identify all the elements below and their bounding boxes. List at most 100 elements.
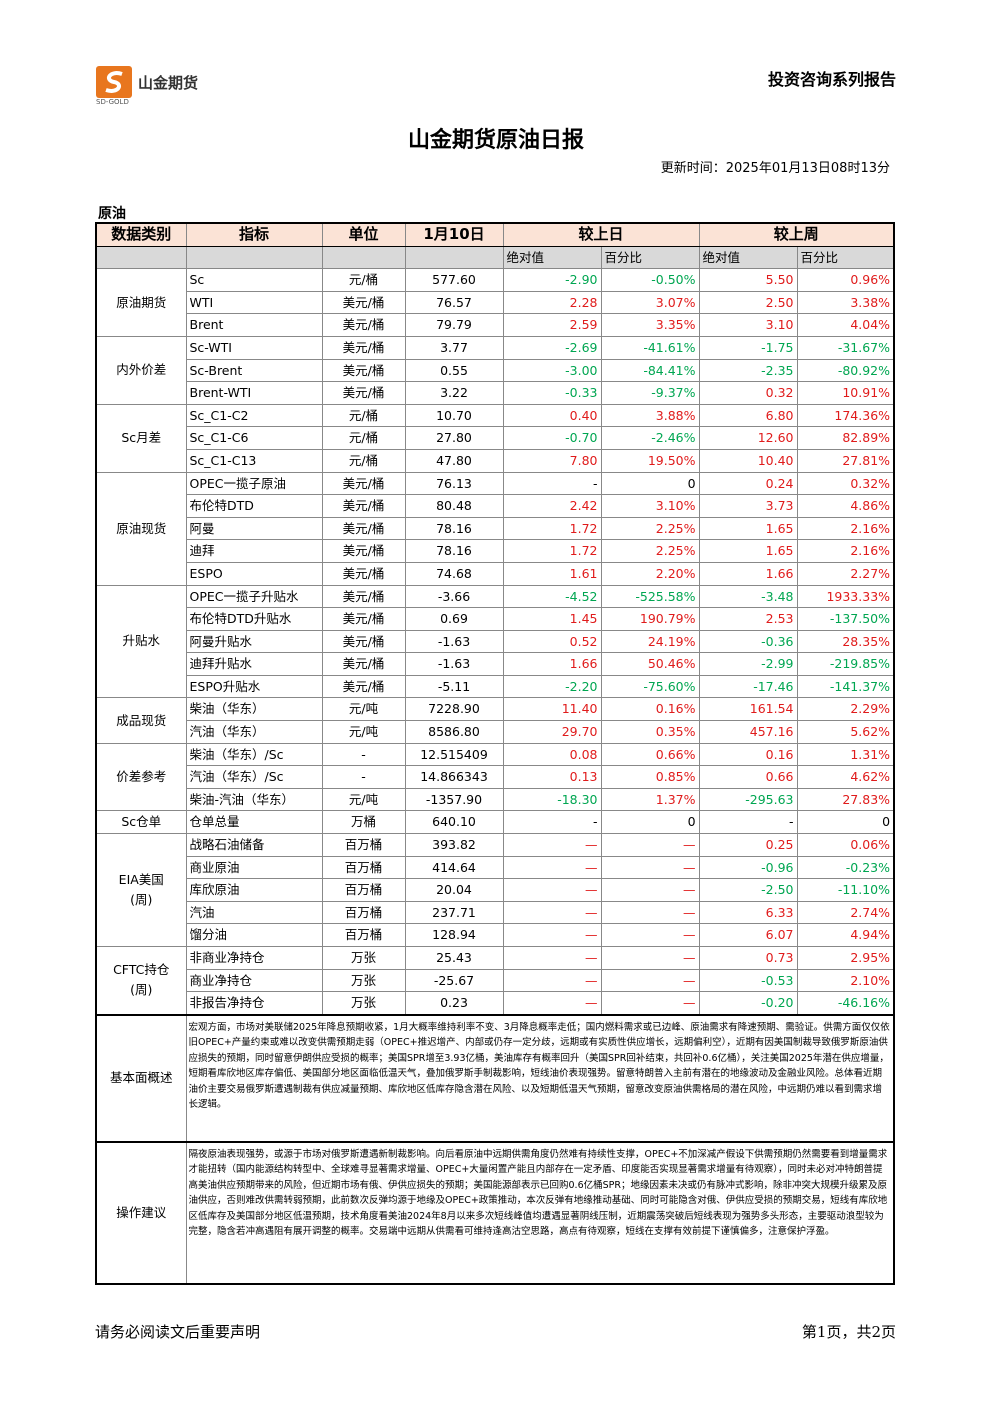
subcolumn-header: 绝对值 bbox=[698, 245, 798, 270]
value-cell: 27.80 bbox=[404, 426, 504, 450]
day-abs-cell: — bbox=[502, 968, 602, 993]
category-label: EIA美国 bbox=[118, 872, 164, 888]
value-cell: 0.69 bbox=[404, 607, 504, 631]
day-abs-cell: -2.69 bbox=[502, 335, 602, 360]
data-row: 商业原油 百万桶 414.64— — -0.96 -0.23% bbox=[96, 855, 895, 880]
indicator-cell: 库欣原油 bbox=[185, 878, 323, 902]
day-abs-cell: -2.20 bbox=[502, 674, 602, 699]
week-pct-cell: -11.10% bbox=[796, 878, 895, 902]
indicator-cell: 柴油（华东） bbox=[185, 697, 323, 722]
value-cell: 640.10 bbox=[404, 810, 504, 835]
week-abs-cell: -3.48 bbox=[698, 584, 798, 609]
day-abs-cell: — bbox=[502, 833, 602, 857]
data-row: 阿曼升贴水 美元/桶 -1.63 0.52 24.19% -0.36 28.35% bbox=[96, 629, 895, 654]
day-abs-cell: -2.90 bbox=[502, 268, 602, 292]
week-abs-cell: 6.80 bbox=[698, 403, 798, 428]
week-pct-cell: -219.85% bbox=[796, 652, 895, 676]
day-pct-cell: 0.66% bbox=[600, 742, 700, 767]
day-abs-cell: 11.40 bbox=[502, 697, 602, 722]
week-abs-cell: 2.50 bbox=[698, 290, 798, 315]
category-label: CFTC持仓 bbox=[113, 962, 170, 978]
indicator-cell: 非报告净持仓 bbox=[185, 991, 323, 1016]
empty-cell bbox=[185, 245, 323, 270]
data-row: Sc月差 Sc_C1-C2 元/桶 10.70 0.40 3.88% 6.80 174.36% bbox=[95, 403, 895, 473]
data-row: 非报告净持仓 万张 0.23— — -0.20 -46.16% bbox=[96, 991, 895, 1016]
unit-cell: 美元/桶 bbox=[321, 674, 406, 699]
data-row: 成品现货 柴油（华东） 元/吨 7228.90 11.40 0.16% 161.54 2.29… bbox=[95, 697, 895, 744]
day-pct-cell: — bbox=[600, 855, 700, 880]
week-pct-cell: -31.67% bbox=[796, 335, 895, 360]
week-abs-cell: 3.10 bbox=[698, 313, 798, 337]
indicator-cell: 布伦特DTD升贴水 bbox=[185, 607, 323, 631]
unit-cell: 美元/桶 bbox=[321, 358, 406, 383]
week-pct-cell: 1.31% bbox=[796, 742, 895, 767]
day-pct-cell: 0 bbox=[600, 471, 700, 496]
indicator-cell: Sc_C1-C13 bbox=[185, 448, 323, 473]
value-cell: 3.22 bbox=[404, 381, 504, 405]
day-abs-cell: — bbox=[502, 878, 602, 902]
unit-cell: 元/吨 bbox=[321, 697, 406, 722]
day-abs-cell: — bbox=[502, 923, 602, 947]
value-cell: 12.515409 bbox=[404, 742, 504, 767]
day-pct-cell: 3.88% bbox=[600, 403, 700, 428]
week-pct-cell: 4.94% bbox=[796, 923, 895, 947]
day-abs-cell: 1.72 bbox=[502, 539, 602, 563]
week-abs-cell: 6.07 bbox=[698, 923, 798, 947]
week-abs-cell: -2.35 bbox=[698, 358, 798, 383]
category-cell: EIA美国 (周) bbox=[95, 833, 187, 947]
category-cell: CFTC持仓 (周) bbox=[95, 945, 187, 1016]
day-pct-cell: 3.07% bbox=[600, 290, 700, 315]
empty-cell bbox=[404, 245, 504, 270]
week-pct-cell: -80.92% bbox=[796, 358, 895, 383]
title: 山金期货原油日报 bbox=[407, 128, 584, 153]
category-cell: 价差参考 bbox=[95, 742, 187, 812]
week-abs-cell: 5.50 bbox=[698, 268, 798, 292]
category-label: 原油期货 bbox=[116, 294, 167, 310]
day-pct-cell: — bbox=[600, 968, 700, 993]
data-row: 迪拜升贴水 美元/桶 -1.63 1.66 50.46% -2.99 -219.85% bbox=[96, 652, 895, 676]
category-label: 升贴水 bbox=[122, 633, 160, 649]
day-abs-cell: 29.70 bbox=[502, 720, 602, 744]
value-cell: 80.48 bbox=[404, 494, 504, 518]
data-row: 汽油（华东）/Sc -14.866343 0.13 0.85% 0.66 4.62% bbox=[96, 765, 895, 789]
day-pct-cell: 190.79% bbox=[600, 607, 700, 631]
day-pct-cell: — bbox=[600, 833, 700, 857]
unit-cell: 元/桶 bbox=[321, 426, 406, 450]
data-row: 迪拜 美元/桶 78.16 1.72 2.25% 1.65 2.16% bbox=[96, 539, 895, 563]
day-pct-cell: — bbox=[600, 900, 700, 925]
category-cell: 升贴水 bbox=[95, 584, 187, 699]
day-abs-cell: — bbox=[502, 900, 602, 925]
indicator-cell: Sc bbox=[185, 268, 323, 292]
week-abs-cell: -0.36 bbox=[698, 629, 798, 654]
day-abs-cell: 1.72 bbox=[502, 516, 602, 541]
week-abs-cell: -2.50 bbox=[698, 878, 798, 902]
indicator-cell: 非商业净持仓 bbox=[185, 946, 323, 970]
day-pct-cell: 24.19% bbox=[600, 629, 700, 654]
week-abs-cell: 1.65 bbox=[698, 539, 798, 563]
value-cell: 8586.80 bbox=[404, 720, 504, 744]
indicator-cell: Sc-Brent bbox=[185, 358, 323, 383]
day-pct-cell: — bbox=[600, 923, 700, 947]
value-cell: -5.11 bbox=[404, 674, 504, 699]
unit-cell: 百万桶 bbox=[321, 855, 406, 880]
category-label: 原油现货 bbox=[116, 520, 167, 536]
day-abs-cell: 2.28 bbox=[502, 290, 602, 315]
value-cell: 128.94 bbox=[404, 923, 504, 947]
data-row: 布伦特DTD 美元/桶 80.48 2.42 3.10% 3.73 4.86% bbox=[96, 494, 895, 518]
data-row: Sc_C1-C6 元/桶 27.80 -0.70 -2.46% 12.60 82.89% bbox=[96, 426, 895, 450]
unit-cell: 百万桶 bbox=[321, 900, 406, 925]
value-cell: 414.64 bbox=[404, 855, 504, 880]
day-abs-cell: -3.00 bbox=[502, 358, 602, 383]
day-abs-cell: — bbox=[502, 946, 602, 970]
data-row: Sc-Brent 美元/桶 0.55 -3.00 -84.41% -2.35 -80.92% bbox=[96, 358, 895, 383]
category-label: (周) bbox=[130, 982, 153, 998]
week-pct-cell: 0.06% bbox=[796, 833, 895, 857]
week-pct-cell: 2.16% bbox=[796, 516, 895, 541]
note-row: 操作建议 隔夜原油表现强势，或源于市场对俄罗斯遭遇新制裁影响。向后看原油中远期供需… bbox=[95, 1140, 895, 1285]
week-pct-cell: 2.29% bbox=[796, 697, 895, 722]
unit-cell: 百万桶 bbox=[321, 833, 406, 857]
logo-en: SD-GOLD bbox=[96, 98, 129, 106]
data-row: Sc_C1-C13 元/桶 47.80 7.80 19.50% 10.40 27.81% bbox=[96, 448, 895, 473]
empty-cell bbox=[321, 245, 406, 270]
value-cell: 14.866343 bbox=[404, 765, 504, 789]
